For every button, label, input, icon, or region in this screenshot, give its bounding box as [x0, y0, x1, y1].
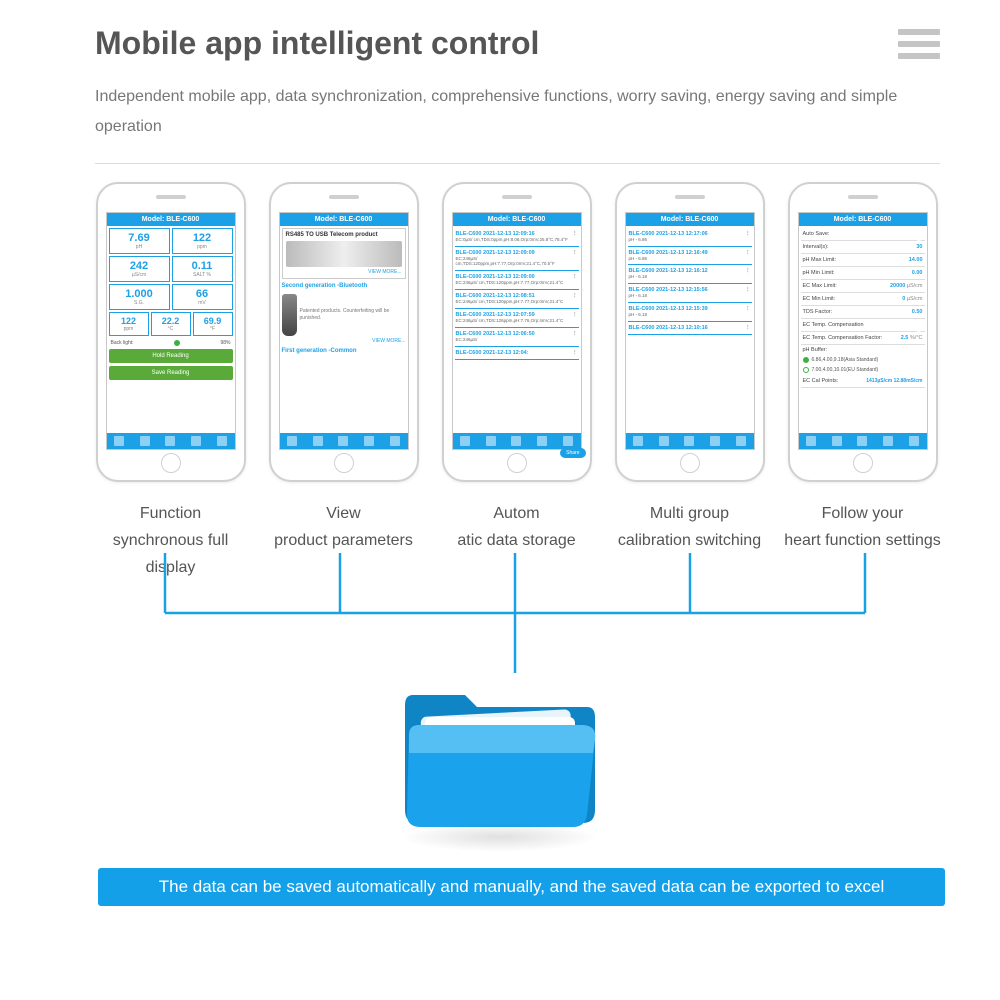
view-more-link[interactable]: VIEW MORE... — [286, 269, 402, 275]
product-title: RS485 TO USB Telecom product — [286, 232, 402, 238]
connector-lines — [0, 553, 1000, 673]
divider — [95, 163, 940, 164]
tab-bar[interactable] — [280, 433, 408, 449]
val-ppm2: 122 — [121, 316, 136, 326]
phone-label: Automatic data storage — [457, 500, 575, 554]
screen-header: Model: BLE-C600 — [453, 213, 581, 226]
settings-row[interactable]: EC Temp. Compensation Factor:2.5 %/°C — [801, 332, 925, 345]
tab-bar[interactable] — [453, 433, 581, 449]
product-desc: Patented products. Counterfeiting will b… — [300, 308, 406, 321]
settings-row[interactable]: Interval(s):30 — [801, 241, 925, 254]
val-salt: 0.11 — [192, 260, 213, 272]
tab-bar[interactable] — [107, 433, 235, 449]
settings-row[interactable]: EC Min Limit:0 µS/cm — [801, 293, 925, 306]
phones-row: Model: BLE-C600 7.69pH 122ppm 242µS/cm 0… — [0, 182, 1000, 582]
val-mv: 66 — [196, 288, 208, 300]
log-item: BLE-C600 2021-12-13 12:09:00⋮EC:246µS/ c… — [455, 271, 579, 290]
phone-label: Follow yourheart function settings — [784, 500, 941, 554]
settings-row[interactable]: TDS Factor:0.50 — [801, 306, 925, 319]
log-item: BLE-C600 2021-12-13 12:16:49⋮pH - 6.86 — [628, 247, 752, 266]
log-item: BLE-C600 2021-12-13 12:10:16⋮ — [628, 322, 752, 335]
gen-label: Second generation -Bluetooth — [282, 283, 406, 289]
settings-row[interactable]: Auto Save: — [801, 228, 925, 241]
settings-row[interactable]: pH Min Limit:0.00 — [801, 267, 925, 280]
screen-header: Model: BLE-C600 — [626, 213, 754, 226]
log-item: BLE-C600 2021-12-13 12:17:06⋮pH - 6.86 — [628, 228, 752, 247]
val-uscm: 242 — [130, 260, 148, 272]
log-item: BLE-C600 2021-12-13 12:06:50⋮EC:246µS/ — [455, 328, 579, 347]
log-item: BLE-C600 2021-12-13 12:09:16⋮EC:0µS/ cm,… — [455, 228, 579, 247]
settings-row[interactable]: EC Temp. Compensation — [801, 319, 925, 332]
banner: The data can be saved automatically and … — [98, 868, 945, 906]
sensor-image — [282, 294, 297, 336]
val-f: 69.9 — [204, 316, 222, 326]
page-title: Mobile app intelligent control — [95, 25, 539, 62]
val-ph: 7.69 — [128, 232, 149, 244]
share-button[interactable]: Share — [560, 448, 585, 458]
phone-mockup: Model: BLE-C600 RS485 TO USB Telecom pro… — [269, 182, 419, 482]
tab-bar[interactable] — [799, 433, 927, 449]
val-c: 22.2 — [162, 316, 180, 326]
settings-row[interactable]: pH Max Limit:14.00 — [801, 254, 925, 267]
product-image — [286, 241, 402, 267]
log-item: BLE-C600 2021-12-13 12:09:09⋮EC:246µS/ c… — [455, 247, 579, 272]
gen-label: First generation -Common — [282, 348, 406, 354]
log-item: BLE-C600 2021-12-13 12:07:59⋮EC:246µS/ c… — [455, 309, 579, 328]
screen-header: Model: BLE-C600 — [280, 213, 408, 226]
phone-label: Multi groupcalibration switching — [618, 500, 761, 554]
log-item: BLE-C600 2021-12-13 12:16:12⋮pH - 6.18 — [628, 265, 752, 284]
battery: 98% — [220, 340, 230, 346]
view-more-link[interactable]: VIEW MORE... — [282, 338, 406, 344]
log-item: BLE-C600 2021-12-13 12:15:56⋮pH - 6.18 — [628, 284, 752, 303]
screen-header: Model: BLE-C600 — [799, 213, 927, 226]
val-sg: 1.000 — [125, 288, 153, 300]
phone-mockup: Model: BLE-C600 7.69pH 122ppm 242µS/cm 0… — [96, 182, 246, 482]
folder-icon — [0, 665, 1000, 840]
log-item: BLE-C600 2021-12-13 12:04:⋮ — [455, 347, 579, 360]
page-subtitle: Independent mobile app, data synchroniza… — [0, 72, 1000, 153]
tab-bar[interactable] — [626, 433, 754, 449]
val-ppm: 122 — [193, 232, 211, 244]
phone-label: Viewproduct parameters — [274, 500, 413, 554]
log-item: BLE-C600 2021-12-13 12:08:51⋮EC:246µS/ c… — [455, 290, 579, 309]
phone-mockup: Model: BLE-C600 BLE-C600 2021-12-13 12:0… — [442, 182, 592, 482]
backlight-label: Back light: — [111, 340, 134, 346]
settings-row[interactable]: EC Max Limit:20000 µS/cm — [801, 280, 925, 293]
hold-button[interactable]: Hold Reading — [109, 349, 233, 363]
save-button[interactable]: Save Reading — [109, 366, 233, 380]
screen-header: Model: BLE-C600 — [107, 213, 235, 226]
log-item: BLE-C600 2021-12-13 12:15:39⋮pH - 6.18 — [628, 303, 752, 322]
phone-mockup: Model: BLE-C600 BLE-C600 2021-12-13 12:1… — [615, 182, 765, 482]
hamburger-icon[interactable] — [898, 29, 940, 59]
phone-mockup: Model: BLE-C600 Auto Save:Interval(s):30… — [788, 182, 938, 482]
